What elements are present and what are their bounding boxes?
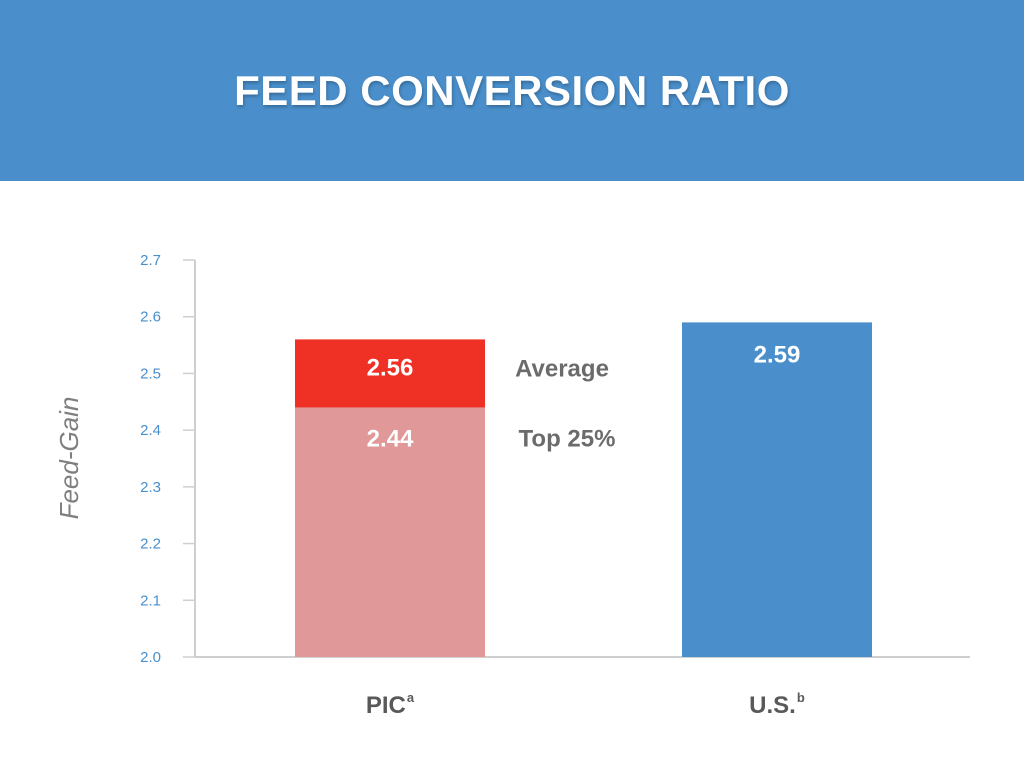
page-title: FEED CONVERSION RATIO [234,66,790,114]
bars [295,322,872,657]
y-tick-label: 2.5 [140,365,161,382]
bar-value-label-pic-average: 2.56 [367,354,414,381]
bar-pic-average [295,339,485,408]
x-category-superscript: a [407,690,415,705]
bar-value-label-pic-top25: 2.44 [367,425,414,452]
bar-us [682,322,872,657]
series-annotations: Average Top 25% [515,355,615,452]
y-tick-label: 2.1 [140,592,161,609]
x-category-label: U.S.b [749,690,805,719]
y-tick-label: 2.2 [140,536,161,553]
y-tick-label: 2.3 [140,479,161,496]
annotation-average: Average [515,355,609,382]
bar-value-label-us: 2.59 [754,341,801,368]
x-category-label: PICa [366,690,415,719]
annotation-top25: Top 25% [519,425,616,452]
bar-pic-top25 [295,407,485,657]
y-tick-label: 2.0 [140,649,161,666]
bar-value-labels: 2.56 2.44 2.59 [367,341,801,452]
x-axis-categories: PICa U.S.b [366,690,805,719]
y-axis-label: Feed-Gain [54,397,84,520]
y-tick-label: 2.4 [140,422,161,439]
y-tick-label: 2.7 [140,252,161,269]
y-tick-label: 2.6 [140,309,161,326]
title-banner: FEED CONVERSION RATIO [0,0,1024,181]
x-category-superscript: b [797,690,805,705]
